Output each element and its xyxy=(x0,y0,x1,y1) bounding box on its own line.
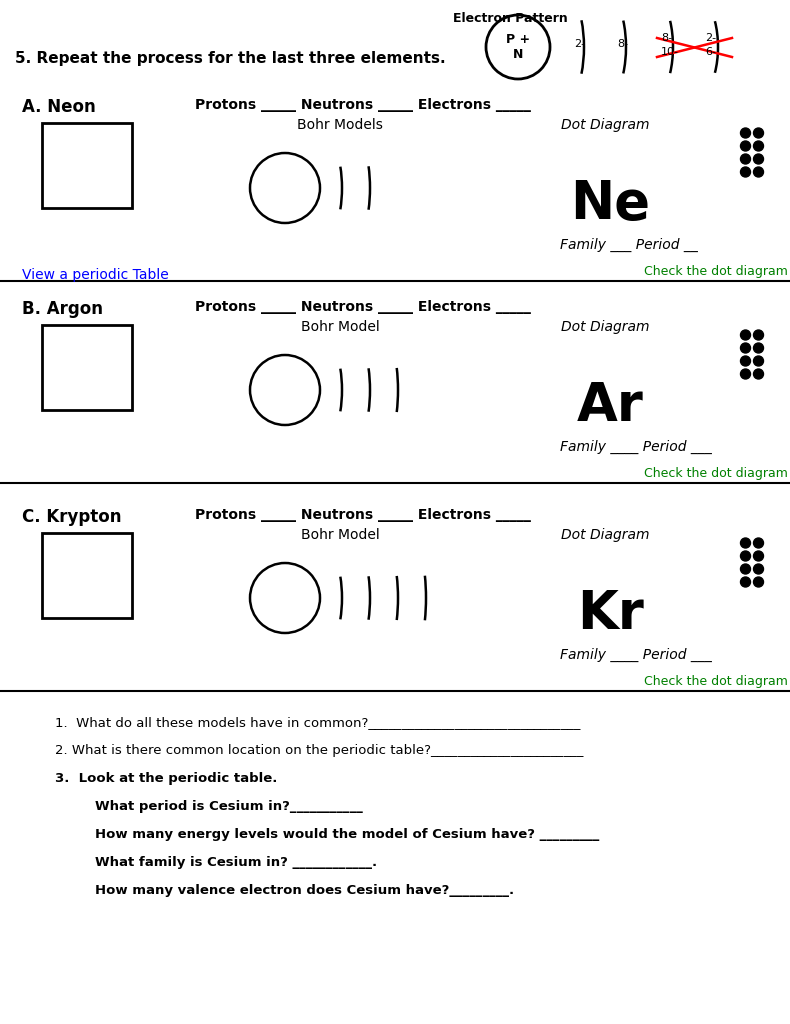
Text: 1.  What do all these models have in common?________________________________: 1. What do all these models have in comm… xyxy=(55,716,581,729)
Text: Family ___ Period __: Family ___ Period __ xyxy=(560,238,698,252)
Text: 8-: 8- xyxy=(617,39,628,49)
Text: Bohr Model: Bohr Model xyxy=(301,528,379,542)
Text: Family ____ Period ___: Family ____ Period ___ xyxy=(560,648,712,663)
Text: What period is Cesium in?___________: What period is Cesium in?___________ xyxy=(95,800,363,813)
Circle shape xyxy=(754,141,763,151)
Circle shape xyxy=(740,154,750,164)
Circle shape xyxy=(740,564,750,574)
Circle shape xyxy=(754,356,763,366)
Text: Electron Pattern: Electron Pattern xyxy=(453,11,567,25)
Circle shape xyxy=(740,551,750,561)
Circle shape xyxy=(740,330,750,340)
Circle shape xyxy=(754,564,763,574)
Text: Kr: Kr xyxy=(577,588,643,640)
Text: 5. Repeat the process for the last three elements.: 5. Repeat the process for the last three… xyxy=(15,50,446,66)
Text: Dot Diagram: Dot Diagram xyxy=(561,528,649,542)
Circle shape xyxy=(740,343,750,353)
Text: How many valence electron does Cesium have?_________.: How many valence electron does Cesium ha… xyxy=(95,884,514,897)
Text: Dot Diagram: Dot Diagram xyxy=(561,118,649,132)
Text: 2. What is there common location on the periodic table?_______________________: 2. What is there common location on the … xyxy=(55,744,583,757)
Text: Protons _____ Neutrons _____ Electrons _____: Protons _____ Neutrons _____ Electrons _… xyxy=(195,98,531,112)
Circle shape xyxy=(740,577,750,587)
Text: How many energy levels would the model of Cesium have? _________: How many energy levels would the model o… xyxy=(95,828,600,841)
Circle shape xyxy=(754,343,763,353)
Text: Ne: Ne xyxy=(570,178,650,230)
Text: A. Neon: A. Neon xyxy=(22,98,96,116)
Bar xyxy=(42,534,132,618)
Text: Protons _____ Neutrons _____ Electrons _____: Protons _____ Neutrons _____ Electrons _… xyxy=(195,300,531,314)
Text: 10-: 10- xyxy=(661,47,679,57)
Circle shape xyxy=(754,167,763,177)
Bar xyxy=(42,123,132,208)
Text: What family is Cesium in? ____________.: What family is Cesium in? ____________. xyxy=(95,856,377,869)
Text: Dot Diagram: Dot Diagram xyxy=(561,319,649,334)
Text: Bohr Models: Bohr Models xyxy=(297,118,383,132)
Text: 6-: 6- xyxy=(705,47,716,57)
Circle shape xyxy=(754,128,763,138)
Circle shape xyxy=(740,128,750,138)
Text: Bohr Model: Bohr Model xyxy=(301,319,379,334)
Circle shape xyxy=(740,141,750,151)
Circle shape xyxy=(754,538,763,548)
Circle shape xyxy=(754,551,763,561)
Text: P +
N: P + N xyxy=(506,33,530,61)
Text: Protons _____ Neutrons _____ Electrons _____: Protons _____ Neutrons _____ Electrons _… xyxy=(195,508,531,522)
Text: B. Argon: B. Argon xyxy=(22,300,103,318)
Text: Ar: Ar xyxy=(577,380,643,432)
Circle shape xyxy=(740,167,750,177)
Circle shape xyxy=(740,369,750,379)
Text: Check the dot diagram: Check the dot diagram xyxy=(644,675,788,688)
Circle shape xyxy=(754,154,763,164)
Text: 3.  Look at the periodic table.: 3. Look at the periodic table. xyxy=(55,772,277,785)
Text: Check the dot diagram: Check the dot diagram xyxy=(644,265,788,278)
Circle shape xyxy=(754,330,763,340)
Text: C. Krypton: C. Krypton xyxy=(22,508,122,526)
Text: 2-: 2- xyxy=(705,33,716,43)
Circle shape xyxy=(754,369,763,379)
Bar xyxy=(42,325,132,410)
Circle shape xyxy=(740,538,750,548)
Text: Check the dot diagram: Check the dot diagram xyxy=(644,467,788,480)
Text: 8-: 8- xyxy=(661,33,672,43)
Text: Family ____ Period ___: Family ____ Period ___ xyxy=(560,440,712,454)
Text: View a periodic Table: View a periodic Table xyxy=(22,268,169,282)
Circle shape xyxy=(754,577,763,587)
Text: 2-: 2- xyxy=(574,39,585,49)
Circle shape xyxy=(740,356,750,366)
